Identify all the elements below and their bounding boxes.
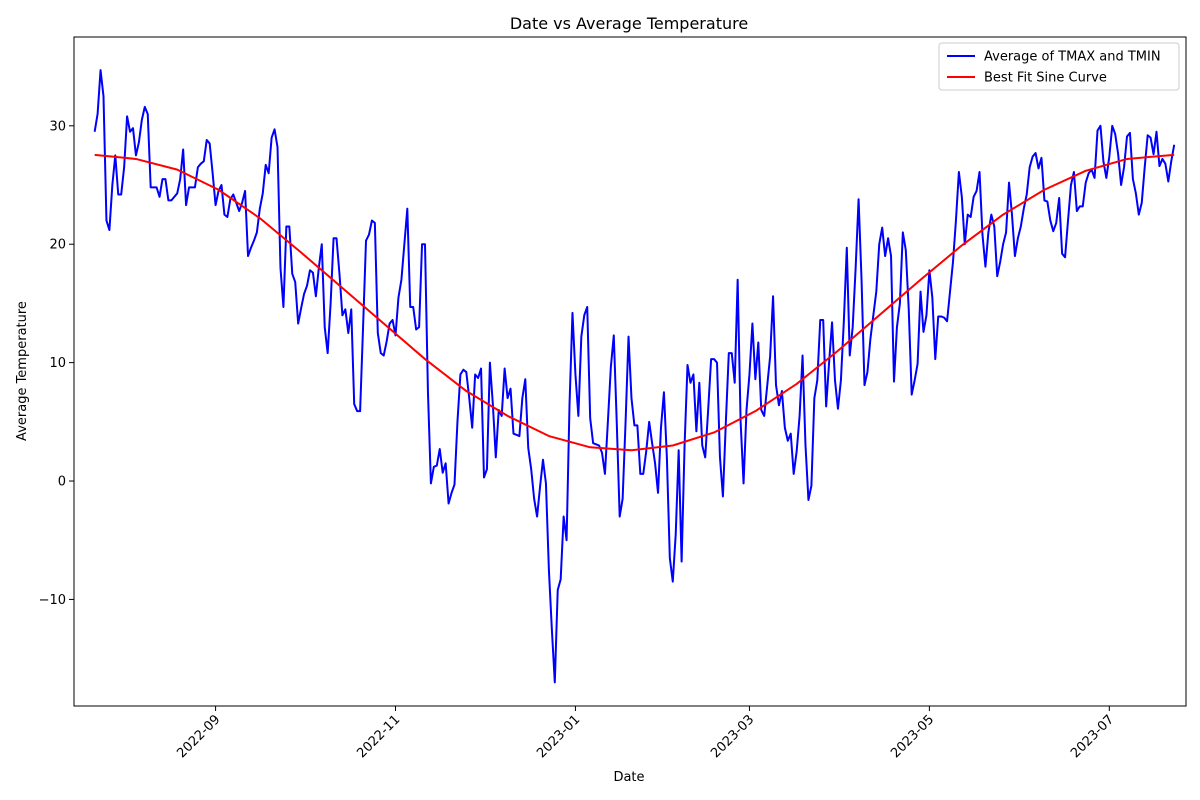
y-tick-label: −10 — [39, 593, 66, 608]
chart-title: Date vs Average Temperature — [510, 14, 748, 33]
x-tick-label: 2022-09 — [174, 712, 223, 761]
legend-box — [938, 42, 1180, 91]
legend-label-sine: Best Fit Sine Curve — [984, 71, 1107, 86]
x-tick-label: 2023-07 — [1068, 712, 1117, 761]
x-axis-label: Date — [613, 770, 644, 785]
plot-frame — [73, 36, 1187, 707]
x-tick-label: 2023-03 — [708, 712, 757, 761]
x-axis: 2022-09 2022-11 2023-01 2023-03 2023-05 2023-… — [174, 706, 1117, 761]
x-tick-label: 2023-05 — [888, 712, 937, 761]
y-tick-label: 10 — [49, 356, 66, 371]
series-layer — [93, 69, 1176, 684]
series-line-best-fit-sine — [94, 153, 1175, 452]
plot-area — [73, 36, 1187, 707]
x-tick-label: 2022-11 — [354, 712, 403, 761]
y-tick-label: 20 — [49, 238, 66, 253]
y-axis: −10 0 10 20 30 — [39, 119, 74, 608]
legend-label-avg: Average of TMAX and TMIN — [984, 50, 1161, 65]
x-tick-label: 2023-01 — [534, 712, 583, 761]
y-tick-label: 0 — [58, 475, 66, 490]
legend: Average of TMAX and TMIN Best Fit Sine C… — [938, 42, 1180, 91]
y-tick-label: 30 — [49, 119, 66, 134]
series-line-average-temperature — [93, 69, 1176, 684]
y-axis-label: Average Temperature — [15, 301, 30, 441]
